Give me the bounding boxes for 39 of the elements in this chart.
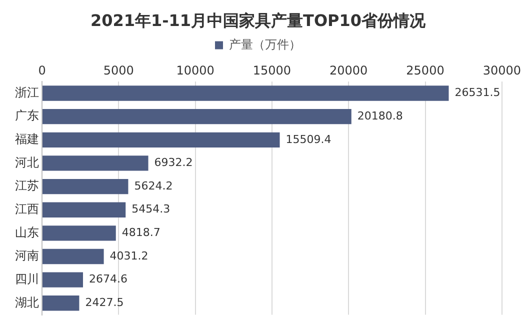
y-tick-label: 广东: [15, 108, 39, 123]
y-tick-label: 河北: [15, 155, 39, 170]
y-tick-label: 江苏: [15, 178, 39, 193]
bar: [42, 296, 80, 311]
data-label: 6932.2: [154, 156, 193, 170]
bar: [42, 156, 148, 171]
x-tick-label: 30000: [482, 64, 522, 78]
data-label: 5624.2: [134, 179, 173, 192]
data-label: 4031.2: [110, 249, 148, 262]
legend-label: 产量（万件）: [229, 37, 301, 52]
bar: [42, 248, 104, 264]
bar: [42, 202, 126, 218]
data-label: 2674.6: [89, 272, 128, 286]
bar: [42, 109, 352, 124]
y-tick-label: 湖北: [15, 295, 39, 310]
x-tick-label: 20000: [330, 64, 368, 78]
data-label: 15509.4: [286, 132, 332, 146]
y-tick-label: 河南: [15, 248, 39, 263]
bar: [42, 226, 116, 241]
bar: [42, 86, 449, 101]
bar: [42, 132, 280, 148]
bar: [42, 178, 128, 194]
y-tick-label: 浙江: [15, 85, 39, 100]
data-label: 20180.8: [357, 109, 403, 122]
x-tick-label: 10000: [176, 64, 214, 78]
y-tick-label: 福建: [15, 132, 39, 146]
bar: [42, 272, 84, 288]
x-tick-label: 5000: [103, 64, 134, 78]
x-tick-label: 25000: [406, 64, 444, 78]
data-label: 26531.5: [454, 86, 500, 100]
y-tick-label: 江西: [15, 202, 39, 216]
x-tick-label: 0: [38, 64, 46, 78]
chart-title: 2021年1-11月中国家具产量TOP10省份情况: [90, 10, 427, 30]
y-tick-label: 四川: [15, 272, 39, 286]
x-tick-label: 15000: [252, 64, 292, 78]
data-label: 5454.3: [132, 202, 170, 216]
data-label: 2427.5: [85, 296, 124, 309]
y-tick-label: 山东: [15, 225, 39, 240]
data-label: 4818.7: [122, 226, 160, 240]
